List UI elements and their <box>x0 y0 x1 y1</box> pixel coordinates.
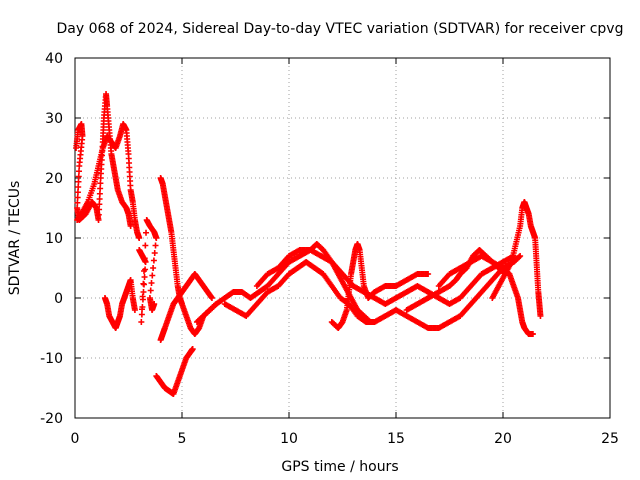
data-point <box>95 211 102 218</box>
data-point <box>149 272 156 279</box>
data-point <box>151 301 158 307</box>
data-point <box>97 185 104 192</box>
y-ticks: -20 -10 0 10 20 30 40 <box>40 51 610 427</box>
data-point <box>140 289 147 295</box>
data-point <box>96 196 103 202</box>
data-point <box>96 201 103 208</box>
series-track-k <box>328 241 432 331</box>
x-tick-label: 25 <box>601 431 619 447</box>
data-point <box>74 199 81 206</box>
data-point <box>96 206 103 213</box>
data-point <box>75 178 82 185</box>
data-point <box>139 293 146 300</box>
data-point <box>74 189 81 196</box>
series-track-n <box>489 199 544 319</box>
data-point <box>517 253 524 259</box>
data-markers <box>73 91 544 397</box>
data-point <box>153 235 160 241</box>
data-point <box>189 346 196 352</box>
data-point <box>143 229 150 236</box>
chart-title: Day 068 of 2024, Sidereal Day-to-day VTE… <box>57 21 624 37</box>
data-point <box>150 265 157 271</box>
data-point <box>138 311 145 318</box>
series-track-b <box>74 121 143 241</box>
x-ticks: 0 5 10 15 20 25 <box>71 58 619 447</box>
data-point <box>95 217 102 223</box>
data-point <box>136 235 143 241</box>
y-tick-label: 10 <box>45 231 63 247</box>
data-point <box>208 295 215 301</box>
x-tick-label: 15 <box>387 431 405 447</box>
data-point <box>127 223 134 229</box>
x-axis-label: GPS time / hours <box>281 459 398 475</box>
y-tick-label: 20 <box>45 171 63 187</box>
series-track-f <box>153 346 196 397</box>
data-point <box>141 274 148 280</box>
series-track-j <box>253 247 517 307</box>
data-point <box>141 268 148 274</box>
data-point <box>148 280 155 286</box>
data-point <box>151 250 158 256</box>
y-tick-label: -10 <box>40 351 63 367</box>
data-point <box>75 184 82 190</box>
data-point <box>150 257 157 264</box>
data-point <box>96 190 103 197</box>
data-point <box>140 280 147 287</box>
data-point <box>142 259 149 265</box>
grid <box>75 58 610 418</box>
data-point <box>138 319 145 325</box>
data-point <box>425 271 432 277</box>
data-point <box>74 194 81 201</box>
y-axis-label: SDTVAR / TECUs <box>7 181 23 296</box>
series-track-g <box>157 271 215 343</box>
data-point <box>141 255 148 262</box>
y-tick-label: 40 <box>45 51 63 67</box>
data-point <box>529 331 536 337</box>
data-point <box>131 307 138 313</box>
data-point <box>76 163 83 169</box>
x-tick-label: 10 <box>280 431 298 447</box>
y-tick-label: 30 <box>45 111 63 127</box>
series-track-d <box>136 217 160 325</box>
data-point <box>75 173 82 180</box>
series-track-m <box>435 253 536 337</box>
x-tick-label: 0 <box>71 431 80 447</box>
data-point <box>152 242 159 249</box>
series-track-c <box>101 277 138 331</box>
data-point <box>139 306 146 313</box>
y-tick-label: -20 <box>40 411 63 427</box>
data-point <box>537 313 544 319</box>
y-tick-label: 0 <box>54 291 63 307</box>
data-point <box>142 242 149 249</box>
series-track-e <box>157 175 220 337</box>
data-point <box>97 180 104 187</box>
x-tick-label: 5 <box>178 431 187 447</box>
data-point <box>147 287 154 294</box>
x-tick-label: 20 <box>494 431 512 447</box>
data-point <box>76 168 83 175</box>
